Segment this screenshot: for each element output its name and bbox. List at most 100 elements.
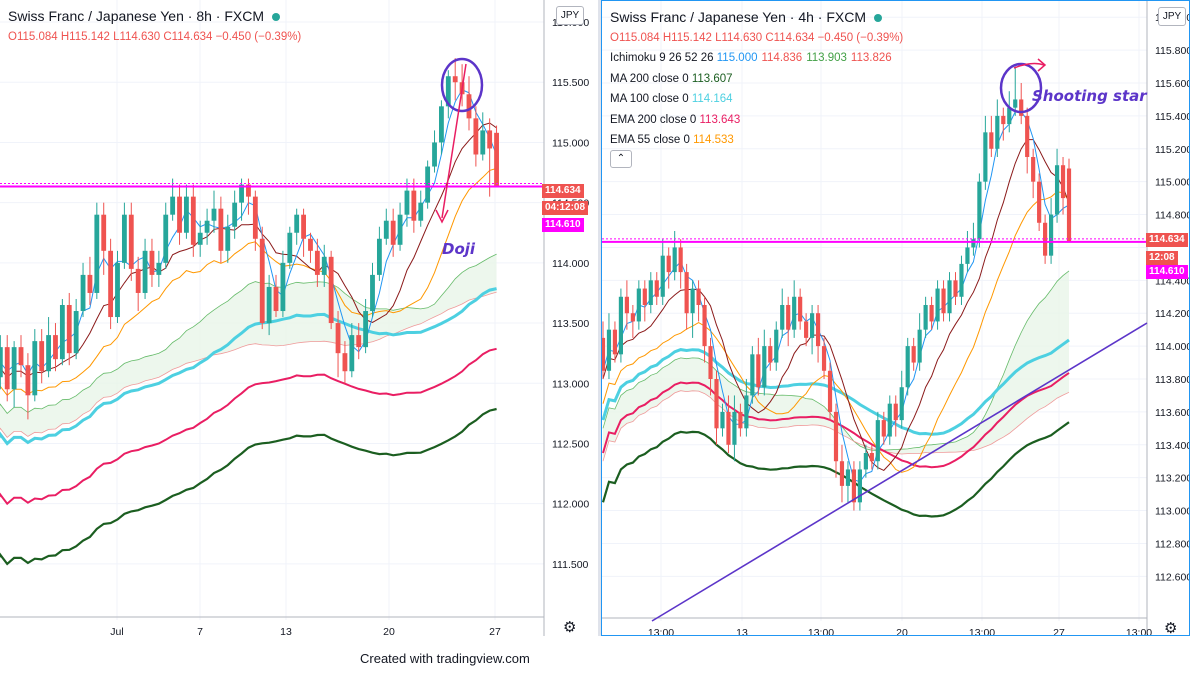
candle-body bbox=[768, 346, 773, 363]
last-price-tag: 114.634 bbox=[1146, 233, 1188, 247]
chart-pane-8h[interactable]: 116.000115.500115.000114.500114.000113.5… bbox=[0, 0, 598, 636]
countdown-tag: 04:12:08 bbox=[542, 201, 589, 215]
candle-body bbox=[672, 247, 677, 273]
senkou-span-b bbox=[0, 291, 497, 438]
candle-body bbox=[246, 184, 251, 197]
candle-body bbox=[726, 411, 731, 445]
candle-body bbox=[4, 347, 10, 390]
settings-gear-icon[interactable]: ⚙ bbox=[1164, 620, 1178, 636]
candle-body bbox=[301, 214, 306, 239]
y-tick-label: 112.500 bbox=[552, 438, 589, 450]
y-tick-label: 115.000 bbox=[552, 137, 589, 149]
x-tick-label: 13 bbox=[736, 627, 748, 636]
indicator-value: 113.607 bbox=[691, 72, 733, 85]
y-tick-label: 115.000 bbox=[1155, 177, 1190, 189]
indicator-row[interactable]: MA 100 close 0 114.164 bbox=[610, 89, 903, 110]
candle-body bbox=[899, 387, 904, 421]
candle-body bbox=[983, 132, 988, 182]
shooting-star-circle bbox=[999, 62, 1043, 114]
candle-body bbox=[108, 250, 114, 318]
market-status-icon bbox=[874, 14, 882, 23]
senkou-span-a bbox=[0, 253, 497, 414]
candle-body bbox=[738, 411, 743, 429]
candle-body bbox=[678, 247, 683, 273]
currency-button[interactable]: JPY bbox=[556, 6, 584, 25]
candle-body bbox=[308, 238, 313, 251]
y-tick-label: 114.000 bbox=[552, 258, 589, 270]
y-tick-label: 115.200 bbox=[1155, 144, 1190, 156]
candle-body bbox=[445, 76, 451, 107]
indicator-row[interactable]: Ichimoku 9 26 52 26 115.000 114.836 113.90… bbox=[610, 48, 903, 69]
footer-credit: Created with tradingview.com bbox=[360, 651, 530, 666]
indicator-row[interactable]: EMA 55 close 0 114.533 bbox=[610, 130, 903, 151]
indicator-row[interactable]: EMA 200 close 0 113.643 bbox=[610, 110, 903, 131]
candle-body bbox=[654, 280, 659, 297]
candle-body bbox=[810, 313, 815, 338]
candle-body bbox=[321, 256, 327, 275]
ma200-line bbox=[0, 407, 497, 566]
candle-body bbox=[390, 220, 396, 245]
indicator-value: 114.836 bbox=[761, 52, 803, 64]
y-tick-label: 114.000 bbox=[1155, 341, 1190, 353]
y-tick-label: 113.800 bbox=[1155, 374, 1190, 386]
candle-body bbox=[893, 403, 898, 421]
settings-gear-icon[interactable]: ⚙ bbox=[563, 619, 577, 636]
candle-body bbox=[494, 132, 499, 187]
doji-arrow bbox=[441, 63, 467, 219]
candle-body bbox=[439, 106, 444, 143]
candle-body bbox=[211, 208, 217, 221]
candle-body bbox=[418, 202, 424, 221]
currency-button[interactable]: JPY bbox=[1158, 7, 1186, 26]
candle-body bbox=[128, 214, 134, 269]
ohlc-readout: O115.084 H115.142 L114.630 C114.634 −0.4… bbox=[610, 31, 904, 44]
candle-body bbox=[995, 115, 1000, 149]
candle-body bbox=[266, 286, 272, 324]
candle-body bbox=[25, 365, 31, 396]
candle-body bbox=[857, 469, 862, 503]
legend-4h: Swiss Franc / Japanese Yen · 4h · FXCM O… bbox=[610, 7, 903, 151]
candle-body bbox=[648, 280, 653, 305]
chart-4h-canvas[interactable]: 116.000115.800115.600115.400115.200115.0… bbox=[602, 1, 1190, 636]
candle-body bbox=[101, 214, 107, 251]
candle-body bbox=[425, 166, 431, 203]
candle-body bbox=[863, 453, 868, 470]
indicator-value: 114.164 bbox=[691, 93, 733, 105]
indicator-label: EMA 55 close 0 bbox=[610, 134, 694, 146]
candle-body bbox=[989, 132, 994, 149]
candle-body bbox=[774, 329, 779, 363]
indicator-value: 113.826 bbox=[850, 52, 892, 64]
candle-body bbox=[929, 305, 934, 322]
chart-pane-4h[interactable]: 116.000115.800115.600115.400115.200115.0… bbox=[601, 0, 1190, 636]
pane-divider[interactable] bbox=[598, 0, 601, 636]
candle-body bbox=[1019, 99, 1024, 116]
candle-body bbox=[115, 262, 120, 318]
x-tick-label: 27 bbox=[1053, 627, 1065, 636]
chart-8h-canvas[interactable]: 116.000115.500115.000114.500114.000113.5… bbox=[0, 0, 598, 636]
ohlc-readout: O115.084 H115.142 L114.630 C114.634 −0.4… bbox=[8, 30, 302, 43]
candle-body bbox=[170, 196, 176, 215]
candle-body bbox=[606, 329, 612, 371]
candle-body bbox=[349, 335, 355, 372]
indicator-row[interactable]: MA 200 close 0 113.607 bbox=[610, 69, 903, 90]
candle-body bbox=[73, 311, 79, 354]
x-tick-label: 13 bbox=[280, 626, 292, 636]
candle-body bbox=[786, 305, 791, 330]
shooting-star-arrow bbox=[1013, 62, 1045, 69]
candle-body bbox=[911, 346, 916, 363]
y-tick-label: 115.600 bbox=[1155, 78, 1190, 90]
candle-body bbox=[46, 335, 51, 372]
collapse-legend-button[interactable]: ⌃ bbox=[610, 150, 632, 168]
candle-body bbox=[744, 395, 749, 429]
candle-body bbox=[184, 196, 189, 233]
symbol-title: Swiss Franc / Japanese Yen · 4h · FXCM bbox=[610, 7, 903, 28]
candle-body bbox=[1054, 165, 1060, 215]
x-tick-label: 7 bbox=[197, 626, 203, 636]
candle-body bbox=[149, 250, 155, 275]
candle-body bbox=[53, 335, 58, 360]
y-tick-label: 112.000 bbox=[552, 499, 589, 511]
candle-body bbox=[798, 296, 803, 322]
candle-body bbox=[218, 208, 224, 251]
candle-body bbox=[624, 296, 629, 314]
candle-body bbox=[696, 288, 701, 305]
ichimoku-cloud bbox=[0, 254, 497, 438]
